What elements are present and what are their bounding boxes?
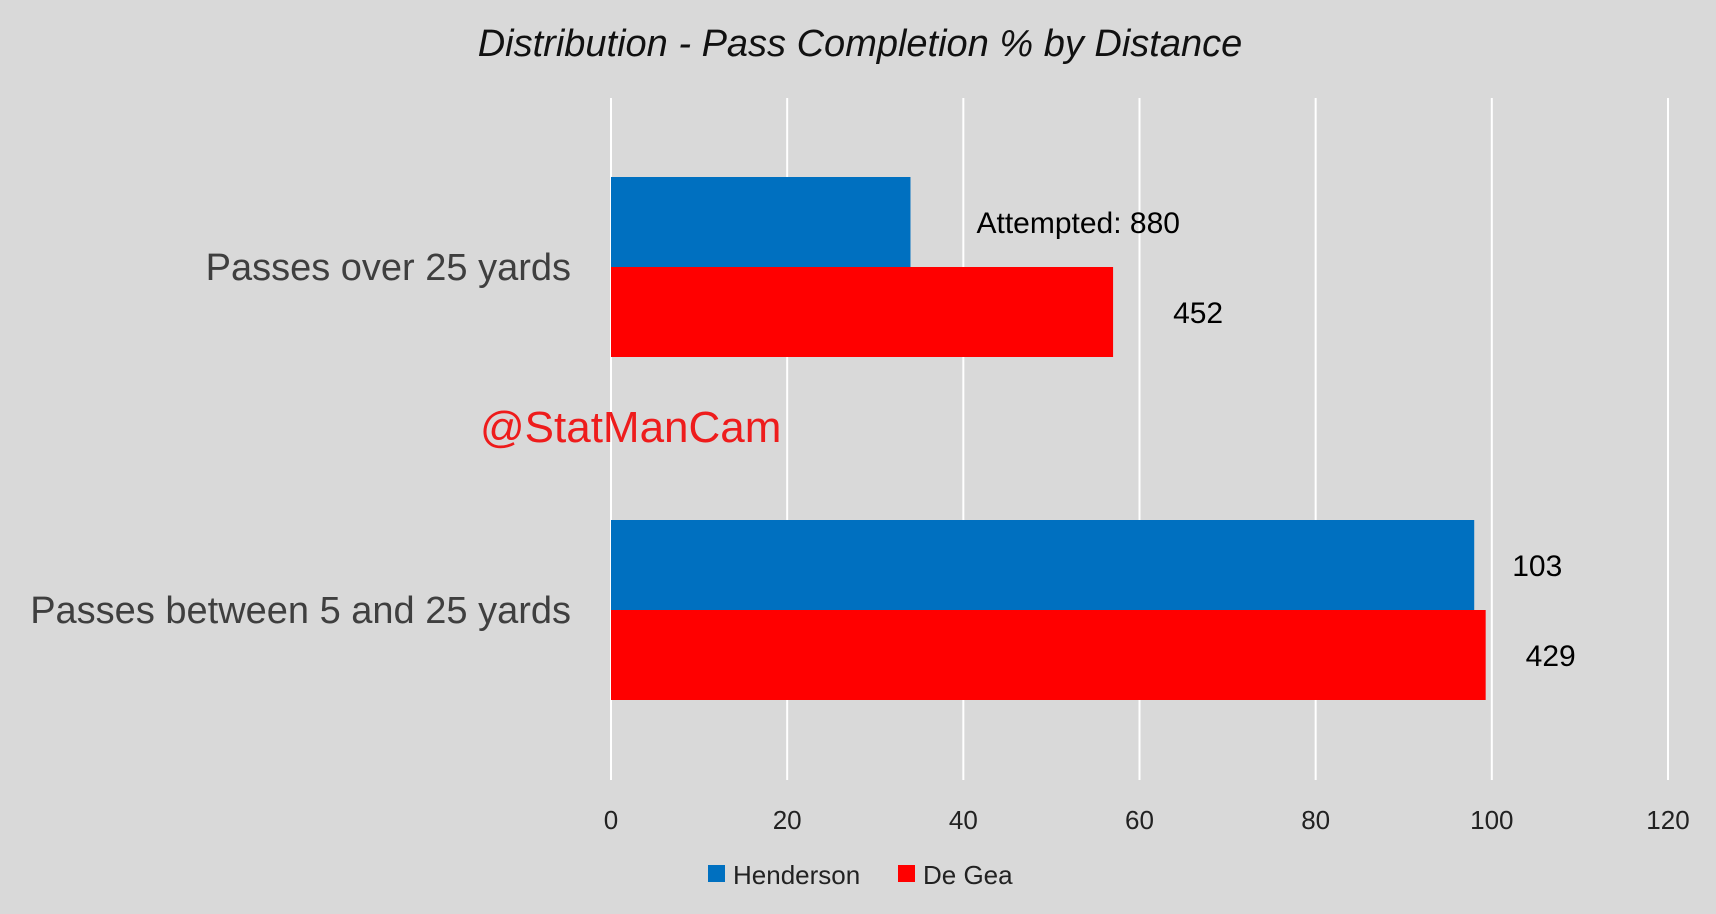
data-label: 452 (1173, 297, 1223, 330)
category-labels: Passes over 25 yards Passes between 5 and… (30, 247, 571, 632)
bar-de-gea[interactable] (611, 267, 1114, 357)
legend-swatch (708, 865, 725, 882)
x-tick-label: 100 (1470, 805, 1513, 835)
bar-henderson[interactable] (611, 177, 911, 267)
x-tick-label: 0 (604, 805, 618, 835)
category-label: Passes over 25 yards (206, 247, 571, 289)
chart-title: Distribution - Pass Completion % by Dist… (478, 23, 1243, 65)
watermark: @StatManCam (480, 403, 781, 452)
bar-henderson[interactable] (611, 520, 1475, 610)
x-tick-label: 20 (773, 805, 802, 835)
data-labels: Attempted: 880 452 103 429 (976, 207, 1575, 673)
x-tick-label: 40 (949, 805, 978, 835)
x-axis-ticks: 0 20 40 60 80 100 120 (604, 805, 1690, 835)
data-label: 103 (1512, 550, 1562, 583)
x-tick-label: 80 (1301, 805, 1330, 835)
bar-de-gea[interactable] (611, 610, 1486, 700)
legend-swatch (898, 865, 915, 882)
x-tick-label: 60 (1125, 805, 1154, 835)
bars (611, 177, 1486, 700)
x-tick-label: 120 (1646, 805, 1689, 835)
data-label: Attempted: 880 (976, 207, 1179, 240)
legend-label: De Gea (923, 860, 1013, 890)
data-label: 429 (1526, 640, 1576, 673)
legend-label: Henderson (733, 860, 860, 890)
category-label: Passes between 5 and 25 yards (30, 590, 571, 632)
legend[interactable]: Henderson De Gea (708, 860, 1013, 890)
